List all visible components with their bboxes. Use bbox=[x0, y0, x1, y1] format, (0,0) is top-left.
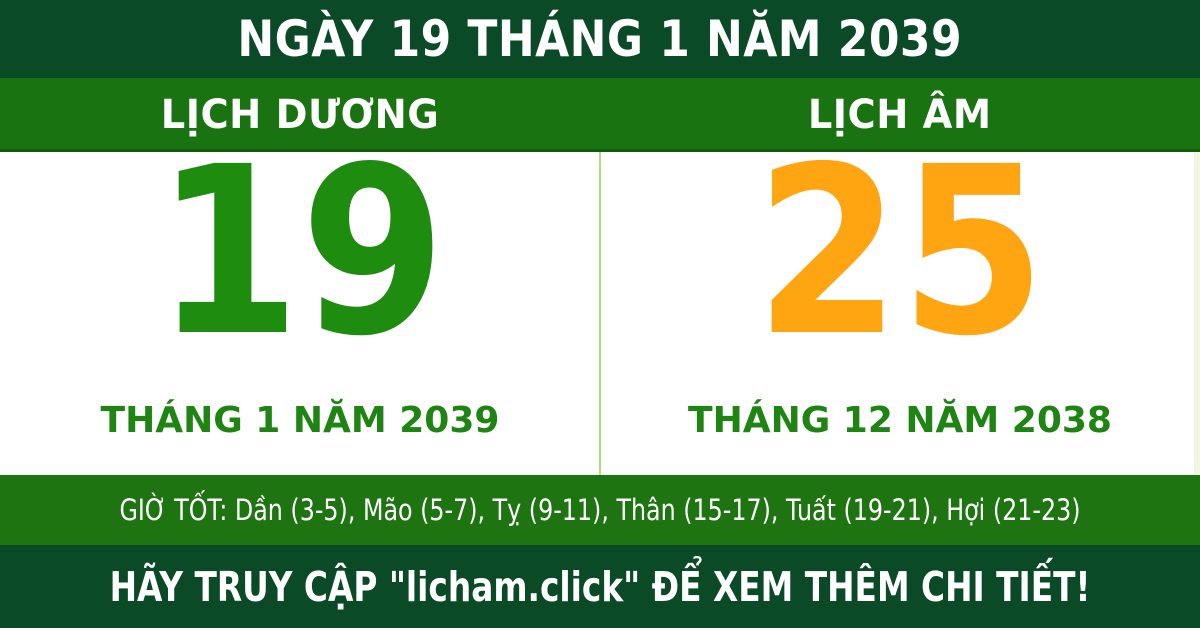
calendar-days-panel: 19 THÁNG 1 NĂM 2039 25 THÁNG 12 NĂM 2038 bbox=[0, 136, 1200, 475]
lunar-header-label: LỊCH ÂM bbox=[808, 92, 992, 138]
solar-month-year: THÁNG 1 NĂM 2039 bbox=[100, 400, 500, 441]
lunar-header-cell: LỊCH ÂM bbox=[600, 78, 1200, 152]
right-edge-accent bbox=[1194, 152, 1200, 475]
footer-cta-bar: HÃY TRUY CẬP "licham.click" ĐỂ XEM THÊM … bbox=[0, 545, 1200, 628]
lunar-column: 25 THÁNG 12 NĂM 2038 bbox=[600, 136, 1200, 475]
solar-column: 19 THÁNG 1 NĂM 2039 bbox=[0, 136, 600, 475]
calendar-type-header-row: LỊCH DƯƠNG LỊCH ÂM bbox=[0, 78, 1200, 152]
column-divider bbox=[599, 152, 601, 475]
date-header-title: NGÀY 19 THÁNG 1 NĂM 2039 bbox=[237, 10, 963, 68]
good-hours-text: GIỜ TỐT: Dần (3-5), Mão (5-7), Tỵ (9-11)… bbox=[119, 493, 1081, 527]
lunar-day-number: 25 bbox=[754, 117, 1046, 387]
date-header-banner: NGÀY 19 THÁNG 1 NĂM 2039 bbox=[0, 0, 1200, 78]
good-hours-bar: GIỜ TỐT: Dần (3-5), Mão (5-7), Tỵ (9-11)… bbox=[0, 475, 1200, 545]
solar-header-label: LỊCH DƯƠNG bbox=[160, 92, 440, 138]
lunar-month-year: THÁNG 12 NĂM 2038 bbox=[688, 400, 1112, 441]
footer-cta-text: HÃY TRUY CẬP "licham.click" ĐỂ XEM THÊM … bbox=[109, 562, 1091, 611]
solar-header-cell: LỊCH DƯƠNG bbox=[0, 78, 600, 152]
solar-day-number: 19 bbox=[154, 117, 446, 387]
